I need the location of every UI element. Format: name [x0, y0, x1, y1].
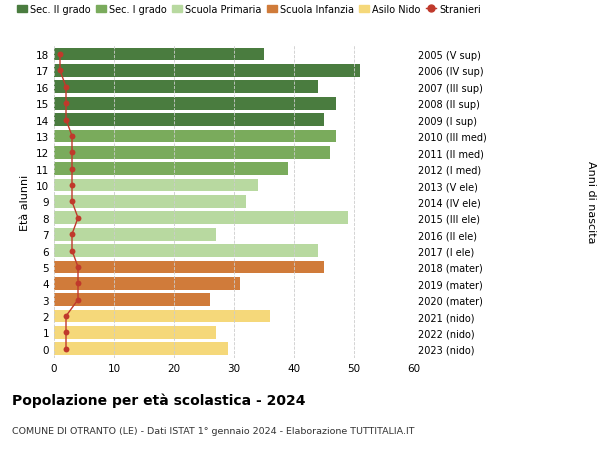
- Bar: [54, 179, 258, 192]
- Point: [61, 100, 71, 107]
- Bar: [54, 343, 228, 355]
- Point: [61, 345, 71, 353]
- Bar: [54, 245, 318, 257]
- Point: [67, 182, 77, 189]
- Point: [55, 67, 65, 75]
- Bar: [54, 294, 210, 306]
- Point: [73, 215, 83, 222]
- Point: [55, 51, 65, 59]
- Point: [67, 231, 77, 238]
- Bar: [54, 130, 336, 143]
- Point: [61, 313, 71, 320]
- Point: [67, 166, 77, 173]
- Text: Anni di nascita: Anni di nascita: [586, 161, 596, 243]
- Point: [67, 247, 77, 255]
- Point: [73, 297, 83, 304]
- Bar: [54, 146, 330, 159]
- Bar: [54, 196, 246, 208]
- Bar: [54, 212, 348, 224]
- Bar: [54, 310, 270, 323]
- Point: [67, 133, 77, 140]
- Bar: [54, 228, 216, 241]
- Legend: Sec. II grado, Sec. I grado, Scuola Primaria, Scuola Infanzia, Asilo Nido, Stran: Sec. II grado, Sec. I grado, Scuola Prim…: [17, 5, 481, 15]
- Point: [61, 117, 71, 124]
- Bar: [54, 98, 336, 110]
- Bar: [54, 277, 240, 290]
- Bar: [54, 81, 318, 94]
- Point: [61, 84, 71, 91]
- Point: [73, 263, 83, 271]
- Point: [61, 329, 71, 336]
- Bar: [54, 49, 264, 61]
- Point: [67, 149, 77, 157]
- Bar: [54, 114, 324, 127]
- Point: [67, 198, 77, 206]
- Text: COMUNE DI OTRANTO (LE) - Dati ISTAT 1° gennaio 2024 - Elaborazione TUTTITALIA.IT: COMUNE DI OTRANTO (LE) - Dati ISTAT 1° g…: [12, 426, 415, 435]
- Bar: [54, 326, 216, 339]
- Text: Popolazione per età scolastica - 2024: Popolazione per età scolastica - 2024: [12, 392, 305, 407]
- Point: [73, 280, 83, 287]
- Y-axis label: Età alunni: Età alunni: [20, 174, 31, 230]
- Bar: [54, 261, 324, 274]
- Bar: [54, 163, 288, 176]
- Bar: [54, 65, 360, 78]
